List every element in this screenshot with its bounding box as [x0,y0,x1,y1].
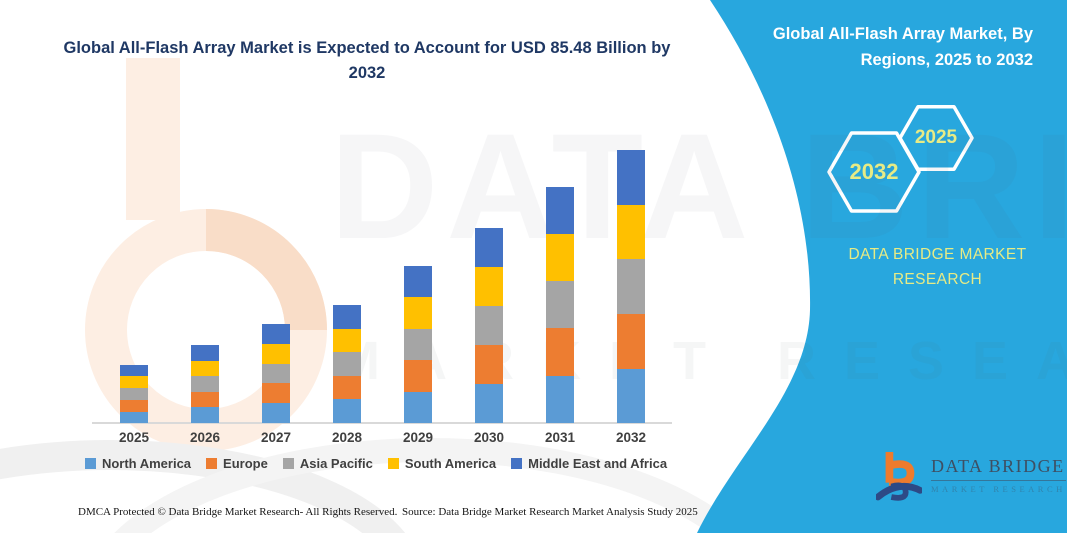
logo-text-block: DATA BRIDGE MARKET RESEARCH [931,456,1066,494]
legend-swatch [511,458,523,469]
stacked-bar-2026 [191,345,219,423]
chart-title: Global All-Flash Array Market is Expecte… [63,39,671,82]
bar-segment-north-america [333,399,361,423]
bar-segment-asia-pacific [333,352,361,376]
swirl-watermark [0,438,746,533]
legend-swatch [84,458,96,469]
bar-segment-europe [262,383,290,404]
bar-segment-asia-pacific [404,328,432,361]
bar-segment-europe [333,375,361,400]
bar-segment-north-america [191,407,219,423]
stacked-bar-2028 [333,304,361,423]
legend-item-europe: Europe [206,456,268,471]
hexagon-2025-label: 2025 [914,127,958,148]
bar-segment-middle-east-and-africa [262,324,290,344]
bar-segment-north-america [262,403,290,423]
x-tick-label-2031: 2031 [544,430,576,445]
data-bridge-logo: DATA BRIDGE MARKET RESEARCH [876,447,1066,503]
legend-label: North America [101,456,192,471]
stacked-bar-2032 [617,150,645,423]
brand-text: DATA BRIDGE MARKET RESEARCH [848,246,1027,288]
legend-swatch [206,458,218,469]
bar-segment-europe [120,399,148,412]
footer-source: Source: Data Bridge Market Research Mark… [402,506,698,518]
bar-segment-south-america [333,328,361,353]
stacked-bar-2025 [120,364,148,423]
footer-copyright: DMCA Protected © Data Bridge Market Rese… [78,506,398,518]
legend-item-middle-east-and-africa: Middle East and Africa [511,456,667,471]
legend-label: South America [404,456,497,471]
bar-segment-north-america [120,411,148,423]
bar-segment-south-america [120,376,148,388]
stacked-bar-2030 [475,227,503,423]
bar-segment-middle-east-and-africa [191,345,219,361]
bar-segment-europe [617,313,645,369]
bar-segment-north-america [475,384,503,423]
legend-swatch [387,458,399,469]
legend-item-south-america: South America [387,456,497,471]
hexagon-2032 [827,131,921,213]
bar-segment-middle-east-and-africa [120,364,148,377]
bar-segment-europe [546,328,574,376]
x-tick-label-2026: 2026 [189,430,221,445]
stacked-bar-2029 [404,265,432,423]
hexagon-2025 [898,105,974,171]
legend-label: Europe [223,456,268,471]
bar-segment-north-america [546,375,574,423]
x-tick-label-2028: 2028 [331,430,363,445]
x-tick-label-2032: 2032 [615,430,647,445]
chart-legend: North America Europe Asia Pacific South Ame… [70,456,682,471]
bar-segment-middle-east-and-africa [404,265,432,298]
bar-segment-asia-pacific [617,259,645,314]
legend-swatch [282,458,294,469]
bar-segment-middle-east-and-africa [475,227,503,267]
x-tick-label-2029: 2029 [402,430,434,445]
x-tick-label-2025: 2025 [118,430,150,445]
bar-segment-south-america [262,343,290,364]
x-tick-label-2027: 2027 [260,430,292,445]
bar-segment-asia-pacific [475,305,503,346]
data-bridge-logo-mark [876,452,922,501]
bar-segment-south-america [617,204,645,260]
stacked-bar-2031 [546,187,574,423]
legend-item-asia-pacific: Asia Pacific [282,456,373,471]
bar-segment-europe [404,360,432,392]
x-axis-line [92,422,672,424]
bar-segment-middle-east-and-africa [617,150,645,205]
bar-segment-south-america [475,266,503,306]
logo-subtitle: MARKET RESEARCH [931,484,1066,494]
bar-segment-south-america [546,234,574,282]
legend-label: Asia Pacific [299,456,373,471]
bar-segment-europe [475,345,503,385]
bar-segment-europe [191,391,219,408]
bar-segment-middle-east-and-africa [546,187,574,235]
bar-segment-north-america [617,368,645,423]
legend-item-north-america: North America [84,456,192,471]
cyan-panel-shape [697,0,1067,533]
right-panel-title: Global All-Flash Array Market, By Region… [772,25,1033,69]
bar-segment-north-america [404,391,432,423]
bar-segment-south-america [191,360,219,377]
bar-segment-middle-east-and-africa [333,304,361,329]
logo-name: DATA BRIDGE [931,456,1066,481]
legend-label: Middle East and Africa [528,456,668,471]
stacked-bar-2027 [262,324,290,423]
bar-segment-asia-pacific [262,363,290,384]
hexagon-2032-label: 2032 [849,159,899,184]
bar-segment-asia-pacific [191,376,219,392]
bar-segment-south-america [404,297,432,329]
bar-segment-asia-pacific [546,281,574,329]
data-bridge-logo-watermark [85,58,327,451]
x-tick-label-2030: 2030 [473,430,505,445]
bar-segment-asia-pacific [120,387,148,400]
